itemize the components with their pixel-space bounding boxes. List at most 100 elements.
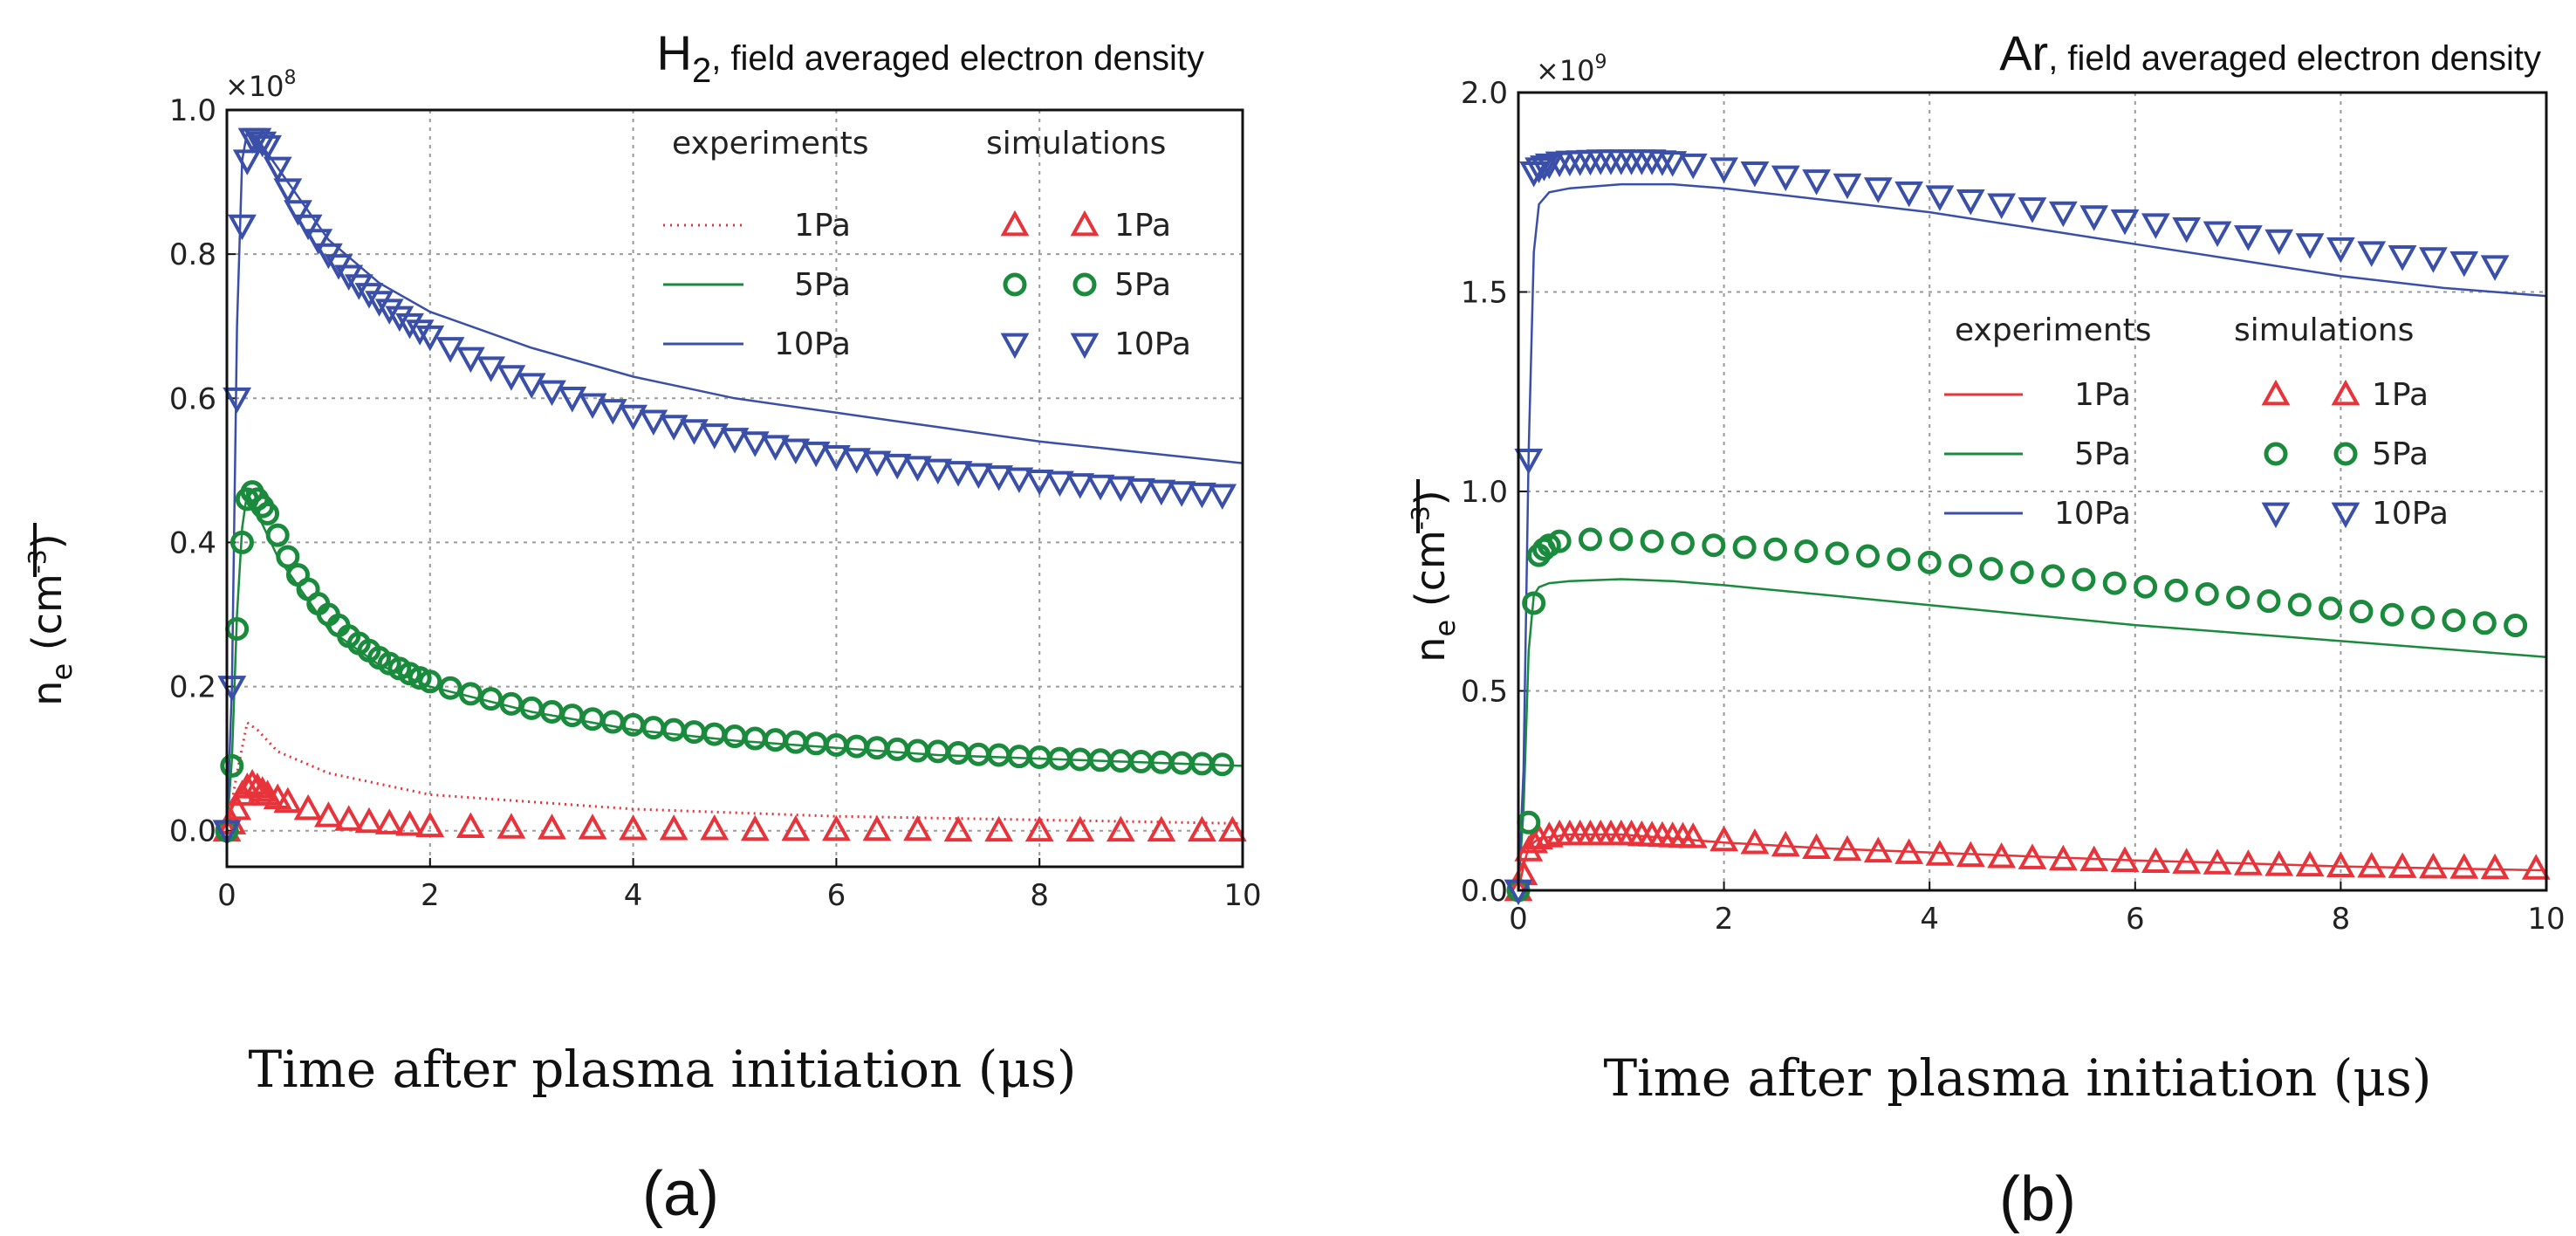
panel-a-sim-point-10Pa: [273, 178, 303, 204]
panel-b-xtick-label: 8: [2332, 902, 2351, 937]
panel-b-sim-point-10Pa: [2449, 251, 2479, 278]
panel-b-multiplier: ×109: [1536, 52, 1607, 87]
panel-a-sim-point-10Pa: [304, 229, 333, 255]
panel-b-sim-point-1Pa: [1771, 830, 1800, 857]
panel-a-sim-point-1Pa: [497, 813, 526, 839]
panel-a-sim-point-1Pa: [354, 807, 384, 834]
panel-b-ylabel: ne (cm-3): [1406, 490, 1462, 662]
panel-b-xtick-label: 2: [1715, 902, 1734, 937]
panel-a-sim-point-1Pa: [456, 812, 485, 838]
panel-b-sim-point-10Pa: [1894, 181, 1924, 208]
panel-a-sim-point-10Pa: [720, 428, 750, 454]
panel-b-sim-point-10Pa: [2110, 209, 2140, 236]
panel-b-xlabel: Time after plasma initiation (μs): [1603, 1048, 2431, 1108]
panel-a-sim-point-5Pa: [1210, 752, 1235, 777]
panel-a-sim-point-10Pa: [943, 461, 973, 487]
panel-a-sim-point-10Pa: [639, 409, 668, 436]
panel-b-sim-point-10Pa: [2295, 233, 2325, 259]
panel-a-sim-point-10Pa: [578, 393, 607, 420]
panel-a-title: H2, field averaged electron density: [657, 25, 1205, 90]
panel-b-sim-point-5Pa: [1522, 591, 1546, 615]
panel-a-sim-point-10Pa: [385, 306, 414, 333]
panel-b-axes-frame: [1517, 91, 2548, 892]
panel-b-sim-point-5Pa: [2134, 574, 2158, 599]
panel-a-sim-point-1Pa: [822, 814, 851, 841]
panel-b-sim-point-5Pa: [1917, 550, 1942, 574]
panel-b-sim-point-1Pa: [1833, 834, 1862, 862]
panel-a-sim-point-10Pa: [538, 380, 566, 407]
panel-a-sim-point-10Pa: [659, 415, 689, 441]
panel-b-sim-point-1Pa: [2357, 851, 2387, 878]
panel-a-ytick-label: 0.6: [169, 381, 216, 416]
panel-b-sim-point-10Pa: [1833, 173, 1862, 200]
panel-b-sim-point-5Pa: [1609, 527, 1634, 552]
panel-a-sim-point-10Pa: [405, 319, 435, 346]
panel-b-sim-point-10Pa: [1925, 185, 1955, 211]
panel-b-sim-point-5Pa: [2349, 600, 2374, 624]
panel-b-sim-point-5Pa: [2226, 586, 2251, 610]
panel-a-sim-point-10Pa: [984, 465, 1014, 491]
panel-b-sim-point-5Pa: [2072, 567, 2096, 592]
panel-b-sim-point-1Pa: [2295, 850, 2325, 877]
panel-a-label: (a): [642, 1159, 719, 1229]
panel-b-sim-point-1Pa: [2203, 848, 2232, 875]
panel-b-sim-point-10Pa: [2079, 205, 2109, 231]
panel-a-sim-point-10Pa: [374, 299, 404, 325]
panel-a-sim-point-10Pa: [963, 463, 993, 490]
panel-a-sim-point-10Pa: [253, 134, 282, 161]
panel-a-sim-point-10Pa: [354, 283, 384, 309]
panel-a-title-sub: 2: [692, 52, 711, 90]
panel-b-sim-point-10Pa: [2264, 229, 2294, 256]
panel-b-sim-point-1Pa: [2449, 853, 2479, 879]
panel-a-ytick-label: 0.4: [169, 525, 216, 560]
panel-b-sim-point-10Pa: [1530, 155, 1559, 182]
panel-a-xtick-label: 4: [624, 878, 643, 913]
panel-b-sim-point-1Pa: [2480, 853, 2510, 880]
panel-b-legend-exp-label: 10Pa: [2054, 496, 2131, 532]
panel-a-sim-point-10Pa: [1086, 474, 1115, 501]
panel-b-legend-exp-label: 5Pa: [2074, 436, 2131, 472]
panel-b-sim-point-5Pa: [2504, 614, 2528, 638]
panel-b-ytick-label: 0.0: [1461, 874, 1508, 909]
panel-a-xtick-label: 8: [1030, 878, 1049, 913]
panel-a-ytick-label: 1.0: [169, 93, 216, 128]
panel-b-sim-point-5Pa: [2380, 602, 2404, 627]
panel-a-sim-point-10Pa: [1004, 467, 1034, 494]
panel-b-sim-point-1Pa: [1894, 838, 1924, 864]
panel-a-sim-point-10Pa: [263, 156, 292, 183]
panel-a-ytick-label: 0.8: [169, 237, 216, 272]
panel-a-sim-point-1Pa: [538, 814, 566, 840]
panel-b-sim-point-5Pa: [1640, 529, 1664, 553]
panel-b-sim-point-5Pa: [1578, 527, 1602, 552]
panel-a-title-main: H: [657, 25, 692, 80]
panel-a-legend-sim-label: 1Pa: [1114, 208, 1171, 244]
panel-a-sim-point-5Pa: [265, 523, 290, 547]
panel-a-ylabel: ne (cm-3): [23, 533, 79, 705]
panel-a-multiplier: ×108: [225, 67, 297, 103]
panel-a-sim-point-5Pa: [256, 501, 280, 525]
panel-a-sim-point-1Pa: [395, 809, 424, 836]
panel-b-legend-sim-title: simulations: [2234, 312, 2414, 348]
panel-b-sim-point-10Pa: [2203, 221, 2232, 248]
panel-a-sim-point-10Pa: [1045, 470, 1074, 498]
panel-b-sim-point-5Pa: [2010, 560, 2034, 585]
panel-b-exp-line-5Pa: [1517, 578, 2547, 891]
panel-a-xtick-label: 2: [421, 878, 440, 913]
panel-a-sim-point-10Pa: [619, 404, 647, 431]
panel-b-sim-point-5Pa: [1949, 553, 1973, 578]
panel-b-sim-point-1Pa: [1956, 841, 1985, 868]
panel-b-sim-point-10Pa: [2141, 213, 2170, 239]
panel-b-sim-point-1Pa: [2388, 852, 2417, 878]
panel-a-sim-point-1Pa: [1217, 815, 1247, 842]
panel-b-sim-point-1Pa: [2110, 846, 2140, 873]
panel-a-sim-point-1Pa: [781, 814, 811, 841]
panel-a-sim-point-1Pa: [334, 805, 364, 831]
panel-a-sim-point-1Pa: [248, 776, 277, 802]
panel-a-legend-sim-marker-10Pa: [1070, 333, 1100, 360]
panel-b-sim-point-5Pa: [1670, 531, 1695, 555]
panel-a-sim-point-10Pa: [248, 131, 277, 158]
panel-a-sim-point-10Pa: [923, 458, 953, 485]
panel-a-sim-point-10Pa: [903, 456, 932, 482]
panel-a-sim-point-10Pa: [680, 419, 709, 445]
panel-b-sim-point-1Pa: [1709, 825, 1738, 852]
